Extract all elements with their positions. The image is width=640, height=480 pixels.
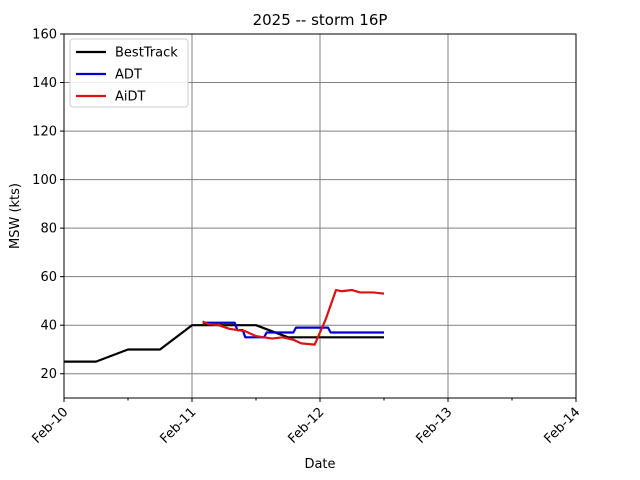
- y-tick-label: 160: [32, 28, 57, 43]
- legend-label-adt: ADT: [115, 68, 142, 83]
- y-tick-label: 40: [40, 319, 57, 334]
- y-tick-label: 20: [40, 367, 57, 382]
- series-lines: [64, 288, 385, 363]
- legend-box: [69, 38, 189, 108]
- chart-title: 2025 -- storm 16P: [253, 11, 388, 29]
- legend-label-aidt: AiDT: [115, 90, 146, 105]
- y-tick-label: 140: [32, 76, 57, 91]
- series-line-adt: [202, 321, 384, 339]
- legend-label-besttrack: BestTrack: [115, 46, 178, 61]
- x-axis-title: Date: [304, 457, 335, 472]
- y-axis-title: MSW (kts): [8, 183, 23, 249]
- series-line-aidt: [202, 288, 385, 346]
- y-tick-label: 120: [32, 125, 57, 140]
- y-tick-label: 60: [40, 270, 57, 285]
- y-tick-label: 80: [40, 222, 57, 237]
- y-tick-label: 100: [32, 173, 57, 188]
- series-line-besttrack: [64, 324, 384, 363]
- legend: BestTrack ADT AiDT: [69, 38, 189, 108]
